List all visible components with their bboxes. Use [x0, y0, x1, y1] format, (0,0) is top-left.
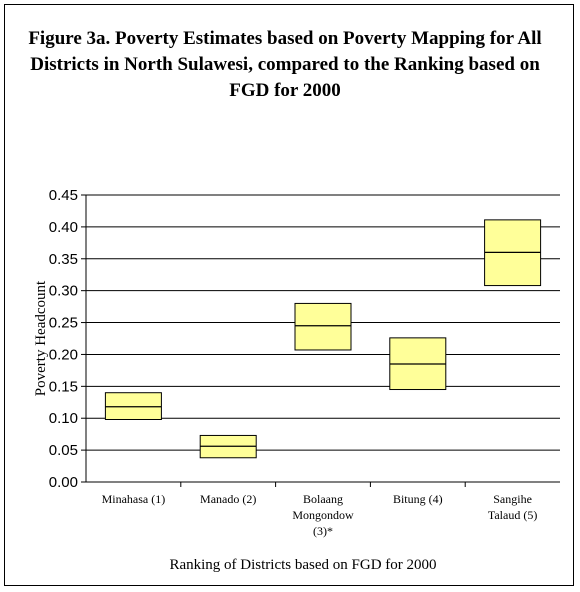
y-axis-title: Poverty Headcount	[33, 280, 49, 396]
chart-frame	[4, 4, 574, 586]
y-tick-label: 0.30	[49, 283, 78, 300]
x-category-label: Mongondow	[292, 508, 354, 522]
y-tick-label: 0.25	[49, 315, 78, 332]
x-category-label: Bitung (4)	[393, 492, 443, 506]
box-3	[294, 302, 352, 351]
x-axis-title: Ranking of Districts based on FGD for 20…	[169, 557, 436, 573]
box-1	[104, 392, 162, 420]
x-category-label: Manado (2)	[200, 492, 256, 506]
chart-title: Figure 3a. Poverty Estimates based on Po…	[28, 28, 542, 101]
y-tick-label: 0.05	[49, 442, 78, 459]
x-category-label: Bolaang	[303, 492, 343, 506]
y-tick-label: 0.40	[49, 219, 78, 236]
y-tick-label: 0.15	[49, 378, 78, 395]
y-tick-label: 0.00	[49, 474, 78, 491]
y-tick-label: 0.10	[49, 410, 78, 427]
x-category-label: (3)*	[313, 524, 333, 538]
y-tick-label: 0.45	[49, 187, 78, 204]
y-tick-label: 0.20	[49, 346, 78, 363]
x-category-label: Sangihe	[493, 492, 532, 506]
x-category-label: Talaud (5)	[488, 508, 537, 522]
x-category-label: Minahasa (1)	[102, 492, 166, 506]
y-tick-label: 0.35	[49, 251, 78, 268]
